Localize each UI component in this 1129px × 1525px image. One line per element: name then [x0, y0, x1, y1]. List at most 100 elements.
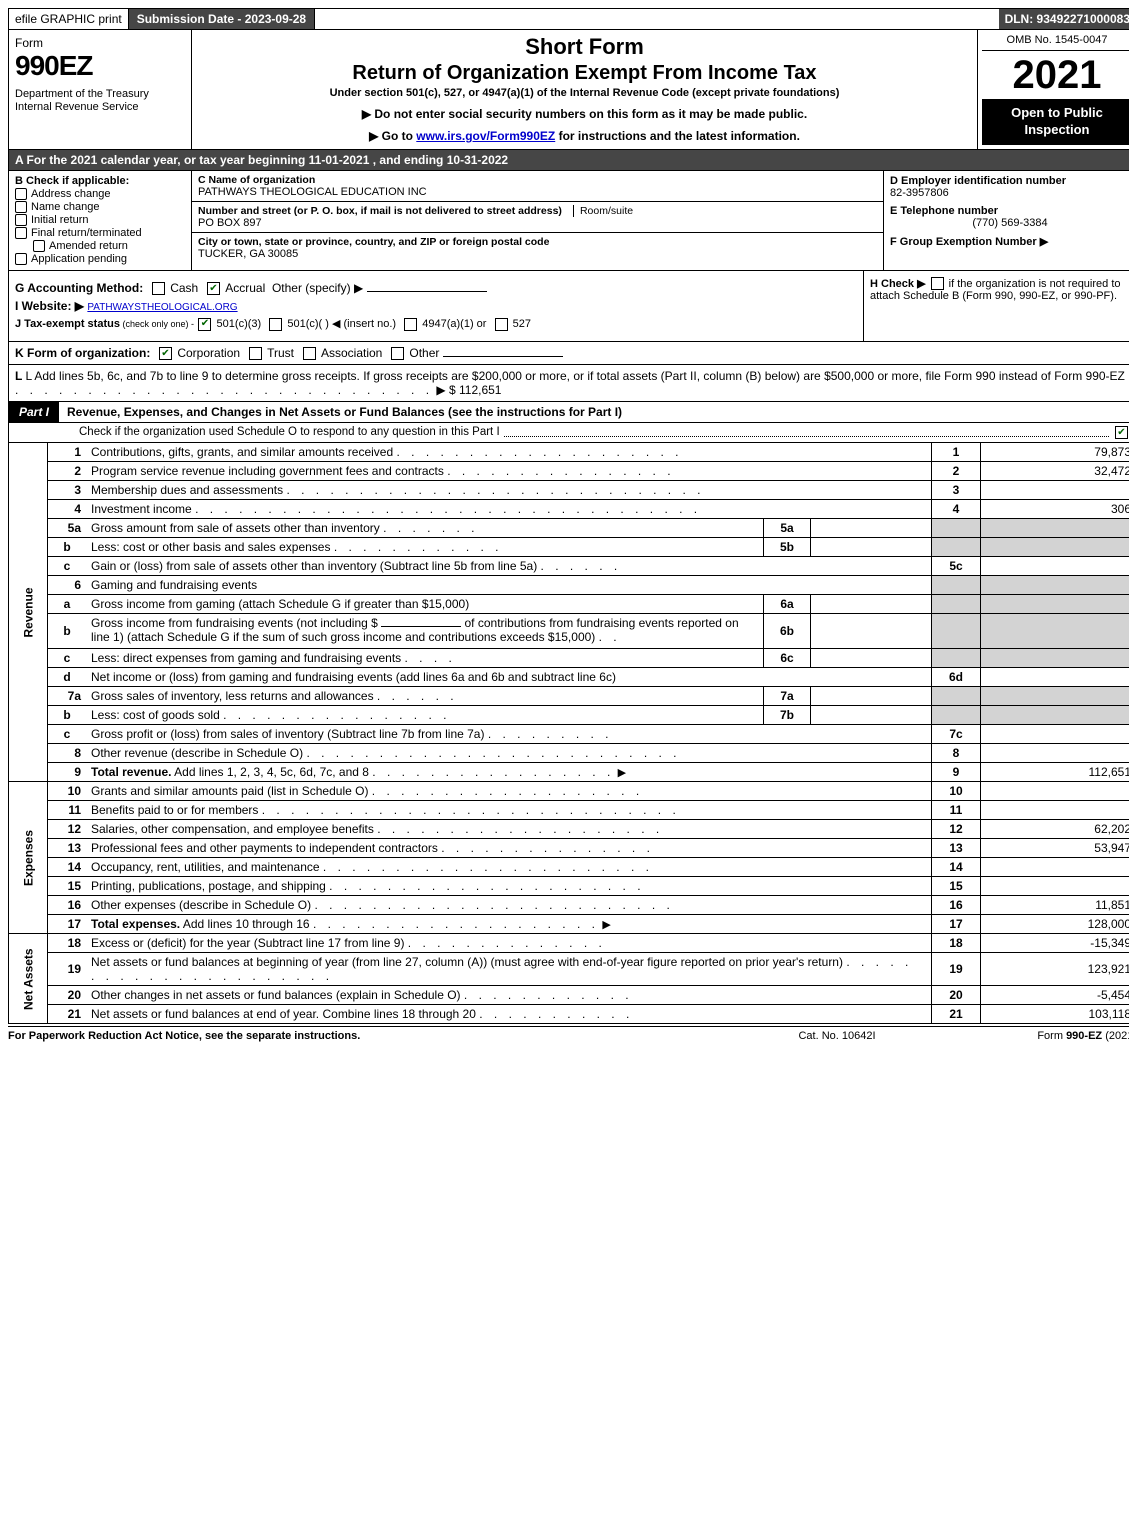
- cb-501c[interactable]: [269, 318, 282, 331]
- omb-number: OMB No. 1545-0047: [982, 34, 1129, 51]
- line-5b: b Less: cost or other basis and sales ex…: [9, 538, 1129, 557]
- cb-final-return[interactable]: Final return/terminated: [15, 227, 185, 239]
- form-goto: ▶ Go to www.irs.gov/Form990EZ for instru…: [200, 129, 969, 143]
- line-5c: c Gain or (loss) from sale of assets oth…: [9, 557, 1129, 576]
- org-city-row: City or town, state or province, country…: [192, 233, 883, 263]
- line-14: 14 Occupancy, rent, utilities, and maint…: [9, 858, 1129, 877]
- line-6b-input[interactable]: [381, 626, 461, 627]
- l-value: 112,651: [459, 383, 502, 397]
- line-6a: a Gross income from gaming (attach Sched…: [9, 595, 1129, 614]
- revenue-side-label: Revenue: [9, 443, 48, 782]
- cb-527[interactable]: [495, 318, 508, 331]
- j-4947-label: 4947(a)(1) or: [422, 318, 486, 330]
- org-name-label: C Name of organization: [198, 174, 877, 186]
- org-city: TUCKER, GA 30085: [198, 248, 877, 260]
- footer-left: For Paperwork Reduction Act Notice, see …: [8, 1030, 737, 1042]
- top-bar: efile GRAPHIC print Submission Date - 20…: [8, 8, 1129, 30]
- k-other-input[interactable]: [443, 356, 563, 357]
- line-7c: c Gross profit or (loss) from sales of i…: [9, 725, 1129, 744]
- section-bcdef: B Check if applicable: Address change Na…: [8, 171, 1129, 271]
- website-link[interactable]: PATHWAYSTHEOLOGICAL.ORG: [87, 302, 237, 313]
- cb-corporation[interactable]: [159, 347, 172, 360]
- cb-name-change[interactable]: Name change: [15, 201, 185, 213]
- line-6c: c Less: direct expenses from gaming and …: [9, 649, 1129, 668]
- col-h: H Check ▶ if the organization is not req…: [863, 271, 1129, 341]
- cb-4947[interactable]: [404, 318, 417, 331]
- submission-date: Submission Date - 2023-09-28: [129, 9, 315, 29]
- l-arrow: ▶ $: [436, 383, 455, 397]
- line-19: 19 Net assets or fund balances at beginn…: [9, 953, 1129, 986]
- accounting-method-row: G Accounting Method: Cash Accrual Other …: [15, 281, 857, 295]
- group-exemption-label: F Group Exemption Number ▶: [890, 236, 1048, 248]
- cb-application-pending[interactable]: Application pending: [15, 253, 185, 265]
- netassets-side-label: Net Assets: [9, 934, 48, 1024]
- ein-label: D Employer identification number: [890, 175, 1129, 187]
- ein-value: 82-3957806: [890, 187, 1129, 199]
- part1-table: Revenue 1 Contributions, gifts, grants, …: [8, 443, 1129, 1024]
- col-def: D Employer identification number 82-3957…: [884, 171, 1129, 270]
- cb-amended-return[interactable]: Amended return: [15, 240, 185, 252]
- section-l: L L Add lines 5b, 6c, and 7b to line 9 t…: [8, 365, 1129, 402]
- l-dots: . . . . . . . . . . . . . . . . . . . . …: [15, 383, 433, 397]
- row-a-tax-year: A For the 2021 calendar year, or tax yea…: [8, 150, 1129, 171]
- cb-association[interactable]: [303, 347, 316, 360]
- g-other-input[interactable]: [367, 291, 487, 292]
- g-label: G Accounting Method:: [15, 281, 143, 295]
- tax-exempt-status-row: J Tax-exempt status (check only one) - 5…: [15, 317, 857, 331]
- header-center: Short Form Return of Organization Exempt…: [192, 30, 978, 149]
- k-other-label: Other: [409, 346, 439, 360]
- form-label: Form: [15, 36, 185, 50]
- cb-accrual[interactable]: [207, 282, 220, 295]
- line-4: 4 Investment income . . . . . . . . . . …: [9, 500, 1129, 519]
- cb-h[interactable]: [931, 277, 944, 290]
- header-left: Form 990EZ Department of the Treasury In…: [9, 30, 192, 149]
- form-header: Form 990EZ Department of the Treasury In…: [8, 30, 1129, 150]
- org-addr-label: Number and street (or P. O. box, if mail…: [198, 205, 562, 217]
- j-527-label: 527: [513, 318, 531, 330]
- efile-print-label[interactable]: efile GRAPHIC print: [9, 9, 129, 29]
- col-c-org-info: C Name of organization PATHWAYS THEOLOGI…: [192, 171, 884, 270]
- cb-other-org[interactable]: [391, 347, 404, 360]
- dln-number: DLN: 93492271000083: [999, 9, 1129, 29]
- cb-trust[interactable]: [249, 347, 262, 360]
- part1-title: Revenue, Expenses, and Changes in Net As…: [59, 402, 1129, 422]
- g-cash-label: Cash: [170, 281, 198, 295]
- line-7b: b Less: cost of goods sold . . . . . . .…: [9, 706, 1129, 725]
- goto-link[interactable]: www.irs.gov/Form990EZ: [416, 129, 555, 143]
- j-501c3-label: 501(c)(3): [217, 318, 262, 330]
- h-label: H Check ▶: [870, 278, 926, 290]
- form-number: 990EZ: [15, 50, 185, 82]
- org-addr-row: Number and street (or P. O. box, if mail…: [192, 202, 883, 233]
- line-6: 6 Gaming and fundraising events: [9, 576, 1129, 595]
- website-row: I Website: ▶ PATHWAYSTHEOLOGICAL.ORG: [15, 299, 857, 313]
- line-21: 21 Net assets or fund balances at end of…: [9, 1005, 1129, 1024]
- phone-label: E Telephone number: [890, 205, 1129, 217]
- expenses-side-label: Expenses: [9, 782, 48, 934]
- line-2: 2 Program service revenue including gove…: [9, 462, 1129, 481]
- cb-address-change[interactable]: Address change: [15, 188, 185, 200]
- k-label: K Form of organization:: [15, 346, 150, 360]
- page-footer: For Paperwork Reduction Act Notice, see …: [8, 1026, 1129, 1042]
- org-city-label: City or town, state or province, country…: [198, 236, 877, 248]
- line-8: 8 Other revenue (describe in Schedule O)…: [9, 744, 1129, 763]
- g-other-label: Other (specify) ▶: [272, 281, 363, 295]
- line-6b: b Gross income from fundraising events (…: [9, 614, 1129, 649]
- tax-year: 2021: [982, 55, 1129, 95]
- cb-schedule-o-part1[interactable]: [1115, 426, 1128, 439]
- footer-right: Form 990-EZ (2021): [937, 1030, 1129, 1042]
- cb-cash[interactable]: [152, 282, 165, 295]
- open-public-inspection: Open to Public Inspection: [982, 99, 1129, 145]
- line-12: 12 Salaries, other compensation, and emp…: [9, 820, 1129, 839]
- section-gh: G Accounting Method: Cash Accrual Other …: [8, 271, 1129, 342]
- line-5a: 5a Gross amount from sale of assets othe…: [9, 519, 1129, 538]
- phone-value: (770) 569-3384: [890, 217, 1129, 229]
- line-18: Net Assets 18 Excess or (deficit) for th…: [9, 934, 1129, 953]
- website-label: I Website: ▶: [15, 299, 84, 313]
- form-subtitle: Under section 501(c), 527, or 4947(a)(1)…: [200, 87, 969, 99]
- cb-501c3[interactable]: [198, 318, 211, 331]
- part1-tab: Part I: [9, 402, 59, 422]
- org-name-row: C Name of organization PATHWAYS THEOLOGI…: [192, 171, 883, 202]
- form-title: Return of Organization Exempt From Incom…: [200, 62, 969, 85]
- cb-initial-return[interactable]: Initial return: [15, 214, 185, 226]
- k-corp-label: Corporation: [177, 346, 240, 360]
